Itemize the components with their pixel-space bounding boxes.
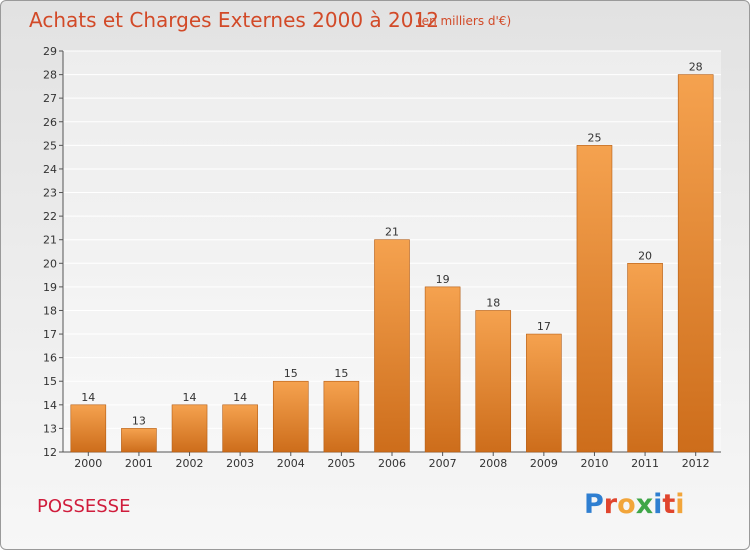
bar (526, 333, 562, 453)
x-tick-label: 2009 (530, 457, 558, 470)
bar (323, 380, 360, 453)
y-tick-label: 19 (43, 281, 57, 294)
x-tick-label: 2005 (327, 457, 355, 470)
y-tick-label: 17 (43, 328, 57, 341)
bar-data-label: 19 (436, 273, 450, 286)
y-tick-label: 14 (43, 399, 57, 412)
proxiti-logo: Proxiti (584, 489, 685, 520)
bar-data-label: 25 (587, 131, 601, 144)
bar (222, 404, 258, 453)
bar-data-label: 18 (486, 296, 500, 309)
bar (576, 145, 613, 453)
logo-letter: i (653, 489, 663, 520)
x-tick-label: 2001 (125, 457, 153, 470)
y-tick-label: 24 (43, 163, 57, 176)
bar (374, 239, 410, 453)
bar (424, 286, 461, 453)
y-tick-label: 18 (43, 304, 57, 317)
logo-letter: o (617, 489, 636, 520)
bar (475, 310, 512, 453)
x-tick-label: 2002 (176, 457, 204, 470)
x-tick-label: 2000 (74, 457, 102, 470)
y-tick-label: 23 (43, 187, 57, 200)
y-tick-label: 12 (43, 446, 57, 459)
bar-data-label: 17 (537, 320, 551, 333)
y-tick-label: 21 (43, 234, 57, 247)
y-tick-label: 13 (43, 422, 57, 435)
bar-data-label: 21 (385, 226, 399, 239)
bar-data-label: 28 (689, 61, 703, 74)
y-tick-label: 29 (43, 45, 57, 58)
x-tick-label: 2011 (631, 457, 659, 470)
bar (171, 404, 208, 453)
commune-name: POSSESSE (37, 496, 131, 517)
bar-data-label: 14 (183, 391, 197, 404)
bar (627, 262, 663, 453)
bar (70, 404, 107, 453)
bar-data-label: 20 (638, 249, 652, 262)
bar-data-label: 15 (334, 367, 348, 380)
bar (121, 428, 157, 453)
bar-data-label: 14 (233, 391, 247, 404)
logo-letter: x (635, 489, 654, 520)
bar-data-label: 15 (284, 367, 298, 380)
unit-note: (en milliers d'€) (417, 14, 512, 28)
x-tick-label: 2007 (429, 457, 457, 470)
y-tick-label: 25 (43, 139, 57, 152)
y-tick-label: 27 (43, 92, 57, 105)
y-tick-label: 16 (43, 352, 57, 365)
bar (677, 74, 714, 453)
x-tick-label: 2008 (479, 457, 507, 470)
bar-data-label: 13 (132, 414, 146, 427)
x-tick-label: 2004 (277, 457, 305, 470)
logo-letter: i (675, 489, 685, 520)
bar (272, 380, 309, 453)
logo-letter: r (603, 489, 618, 520)
chart-title: Achats et Charges Externes 2000 à 2012 (29, 8, 439, 32)
y-tick-label: 26 (43, 116, 57, 129)
y-tick-label: 15 (43, 375, 57, 388)
bar-data-label: 14 (81, 391, 95, 404)
x-tick-label: 2006 (378, 457, 406, 470)
y-tick-label: 22 (43, 210, 57, 223)
x-tick-label: 2012 (682, 457, 710, 470)
x-tick-label: 2003 (226, 457, 254, 470)
logo-letter: P (584, 489, 604, 520)
y-tick-label: 20 (43, 257, 57, 270)
y-tick-label: 28 (43, 69, 57, 82)
logo-letter: t (662, 489, 676, 520)
x-tick-label: 2010 (580, 457, 608, 470)
